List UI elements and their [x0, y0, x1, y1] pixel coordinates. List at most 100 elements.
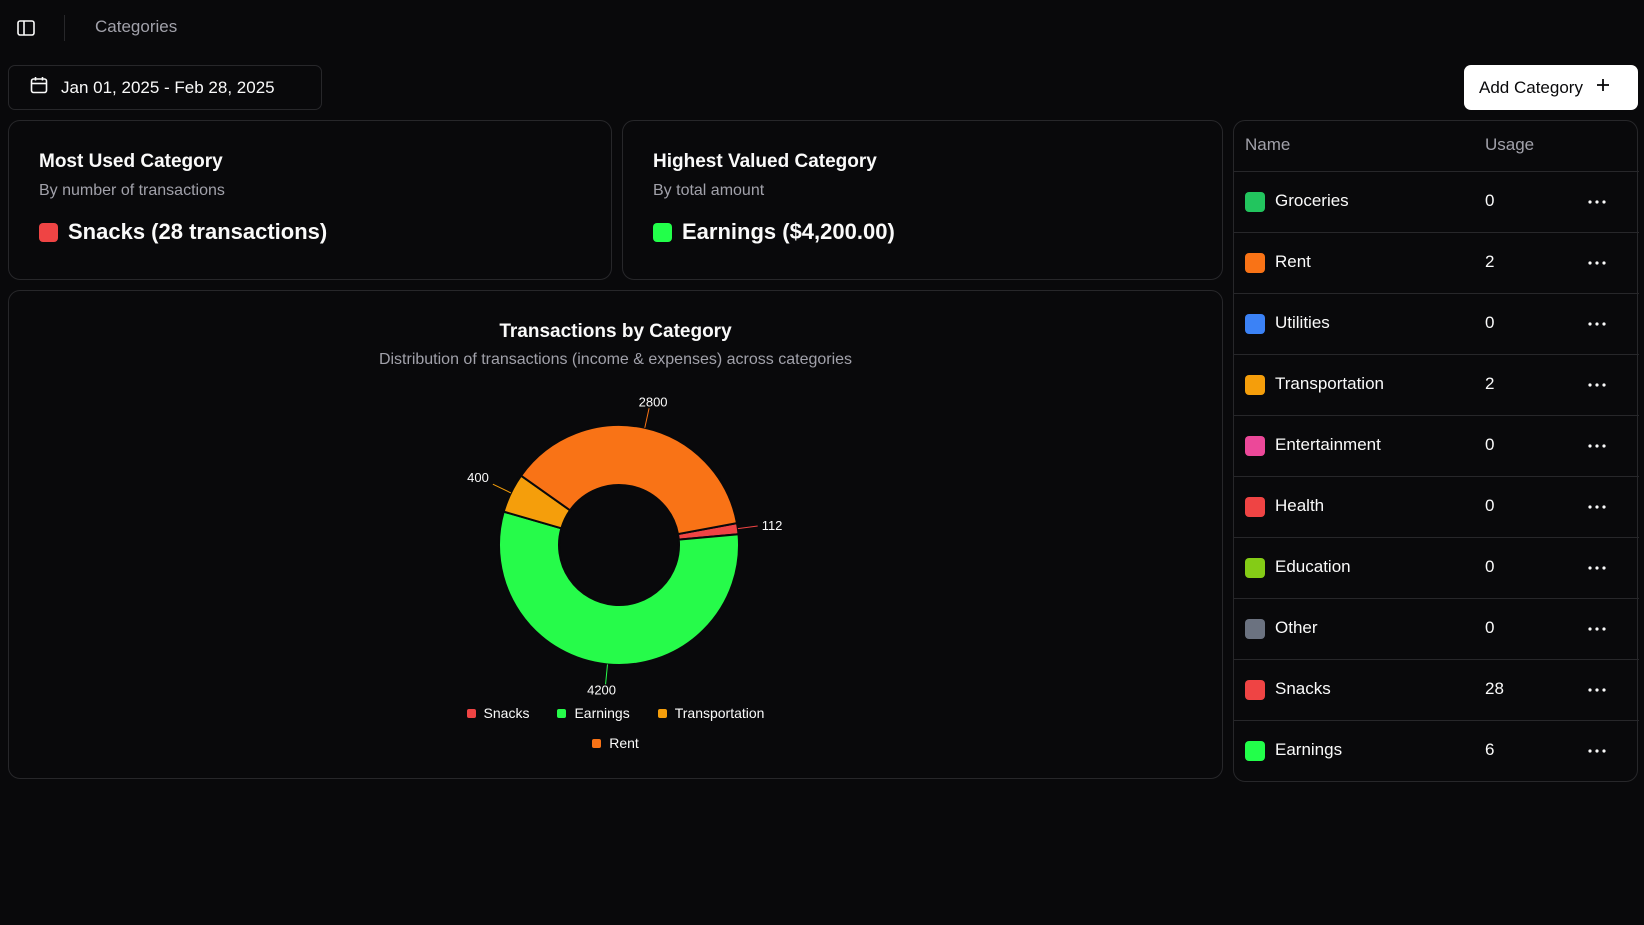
category-usage: 0 [1485, 191, 1495, 210]
color-swatch [1245, 741, 1265, 761]
more-horizontal-icon[interactable] [1584, 678, 1610, 702]
color-swatch [1245, 680, 1265, 700]
color-swatch [1245, 436, 1265, 456]
table-row[interactable]: Rent 2 [1234, 232, 1639, 293]
category-name: Earnings [1275, 740, 1343, 759]
date-range-picker[interactable]: Jan 01, 2025 - Feb 28, 2025 [8, 65, 322, 110]
legend-swatch [466, 708, 476, 718]
category-name: Snacks [1275, 679, 1331, 698]
category-usage: 2 [1485, 252, 1495, 271]
category-usage: 0 [1485, 435, 1495, 454]
label-leader-line [644, 408, 650, 428]
category-usage: 0 [1485, 618, 1495, 637]
date-range-label: Jan 01, 2025 - Feb 28, 2025 [61, 77, 275, 97]
legend-swatch [557, 708, 567, 718]
add-category-button[interactable]: Add Category [1464, 65, 1638, 110]
table-row[interactable]: Education 0 [1234, 537, 1639, 598]
more-horizontal-icon[interactable] [1584, 190, 1610, 214]
category-name: Other [1275, 618, 1318, 637]
category-name: Groceries [1275, 191, 1349, 210]
add-category-label: Add Category [1479, 77, 1583, 97]
more-horizontal-icon[interactable] [1584, 251, 1610, 275]
color-swatch [1245, 314, 1265, 334]
table-row[interactable]: Other 0 [1234, 598, 1639, 659]
data-label: 2800 [639, 394, 668, 409]
category-name: Transportation [1275, 374, 1384, 393]
more-horizontal-icon[interactable] [1584, 739, 1610, 763]
breadcrumb: Categories [95, 17, 178, 36]
table-row[interactable]: Transportation 2 [1234, 354, 1639, 415]
category-usage: 6 [1485, 740, 1495, 759]
categories-table: Name Usage Groceries 0 Rent 2 Utilities 0 Tran… [1233, 120, 1639, 782]
top-bar: Categories [0, 0, 1644, 56]
chart-title: Transactions by Category [499, 321, 732, 342]
card-title: Most Used Category [39, 151, 223, 172]
highest-valued-category-card: Highest Valued Category By total amount … [622, 120, 1223, 280]
donut-slice-rent[interactable] [519, 424, 739, 536]
card-title: Highest Valued Category [653, 151, 877, 172]
category-usage: 2 [1485, 374, 1495, 393]
legend-item[interactable]: Earnings [557, 705, 630, 721]
more-horizontal-icon[interactable] [1584, 434, 1610, 458]
column-header-usage: Usage [1485, 135, 1535, 154]
card-value: Snacks (28 transactions) [39, 219, 327, 245]
color-swatch [1245, 497, 1265, 517]
category-usage: 0 [1485, 496, 1495, 515]
data-label: 400 [467, 470, 489, 485]
color-swatch [39, 222, 58, 242]
legend-label: Earnings [574, 705, 630, 721]
legend-swatch [592, 738, 602, 748]
card-value-text: Snacks (28 transactions) [68, 219, 328, 244]
legend-label: Snacks [483, 705, 530, 721]
donut-chart: 112 4200 400 2800 [467, 394, 783, 697]
color-swatch [653, 222, 672, 242]
label-leader-line [737, 525, 758, 530]
category-name: Health [1275, 496, 1325, 515]
more-horizontal-icon[interactable] [1584, 617, 1610, 641]
category-usage: 28 [1485, 679, 1504, 698]
table-row[interactable]: Groceries 0 [1234, 171, 1639, 232]
category-usage: 0 [1485, 557, 1495, 576]
more-horizontal-icon[interactable] [1584, 312, 1610, 336]
panel-left-icon[interactable] [15, 17, 37, 39]
color-swatch [1245, 192, 1265, 212]
category-name: Entertainment [1275, 435, 1381, 454]
color-swatch [1245, 619, 1265, 639]
card-subtitle: By total amount [653, 182, 765, 199]
most-used-category-card: Most Used Category By number of transact… [8, 120, 612, 280]
color-swatch [1245, 558, 1265, 578]
category-name: Rent [1275, 252, 1311, 271]
card-value: Earnings ($4,200.00) [653, 219, 895, 245]
more-horizontal-icon[interactable] [1584, 495, 1610, 519]
card-value-text: Earnings ($4,200.00) [682, 219, 895, 244]
legend-item[interactable]: Snacks [466, 705, 530, 721]
legend-swatch [657, 708, 667, 718]
legend-item[interactable]: Rent [592, 735, 639, 751]
table-row[interactable]: Snacks 28 [1234, 659, 1639, 720]
color-swatch [1245, 375, 1265, 395]
chart-legend: Snacks Earnings Transportation [9, 705, 1222, 721]
legend-label: Transportation [674, 705, 765, 721]
topbar-divider [64, 15, 65, 41]
chart-subtitle: Distribution of transactions (income & e… [378, 351, 853, 368]
table-row[interactable]: Utilities 0 [1234, 293, 1639, 354]
donut-slice-earnings[interactable] [498, 510, 740, 666]
data-label: 4200 [587, 682, 616, 697]
plus-icon [1595, 77, 1611, 98]
legend-item[interactable]: Transportation [657, 705, 765, 721]
legend-label: Rent [609, 735, 639, 751]
category-usage: 0 [1485, 313, 1495, 332]
label-leader-line [605, 664, 608, 685]
label-leader-line [492, 483, 512, 494]
data-label: 112 [762, 518, 783, 533]
table-row[interactable]: Health 0 [1234, 476, 1639, 537]
transactions-chart-card: Transactions by Category Distribution of… [8, 290, 1223, 779]
color-swatch [1245, 253, 1265, 273]
table-row[interactable]: Earnings 6 [1234, 720, 1639, 781]
column-header-name: Name [1245, 135, 1291, 154]
calendar-icon [29, 75, 49, 100]
more-horizontal-icon[interactable] [1584, 373, 1610, 397]
chart-legend: Rent [9, 735, 1222, 751]
more-horizontal-icon[interactable] [1584, 556, 1610, 580]
table-row[interactable]: Entertainment 0 [1234, 415, 1639, 476]
